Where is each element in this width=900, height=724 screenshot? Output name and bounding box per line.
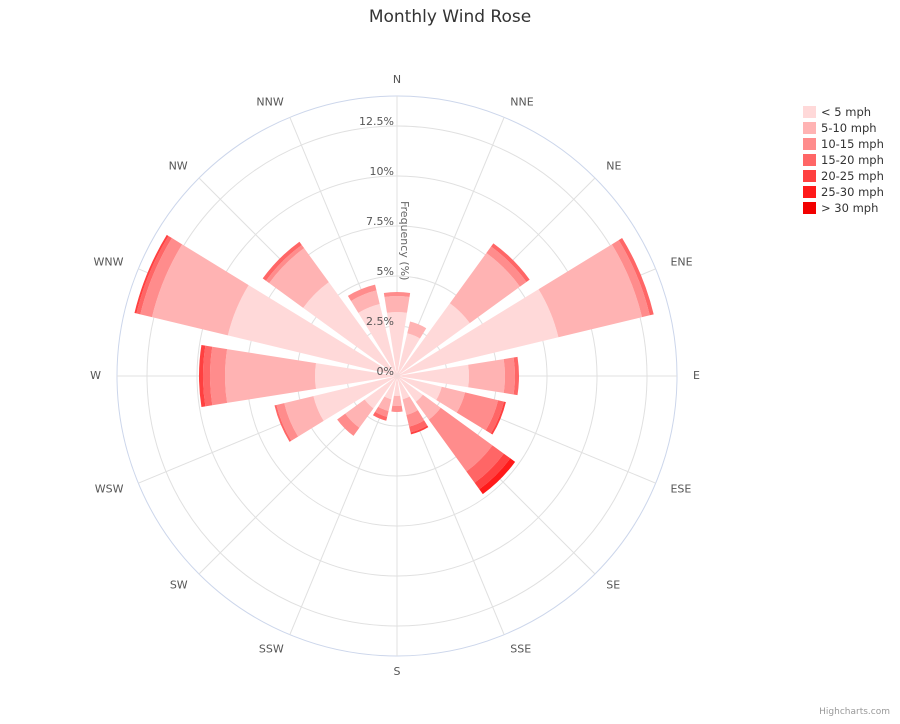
bars	[134, 235, 653, 494]
legend-label: 5-10 mph	[821, 121, 877, 135]
legend-swatch	[803, 186, 816, 198]
direction-label: N	[393, 73, 401, 86]
legend-swatch	[803, 122, 816, 134]
legend: < 5 mph 5-10 mph 10-15 mph 15-20 mph 20-25 m…	[803, 105, 884, 215]
legend-label: < 5 mph	[821, 105, 871, 119]
legend-label: 20-25 mph	[821, 169, 884, 183]
direction-label: E	[693, 369, 700, 382]
direction-label: SW	[170, 578, 188, 591]
bar-segment	[468, 359, 505, 393]
y-tick-label: 5%	[377, 265, 394, 278]
y-tick-label: 7.5%	[366, 215, 394, 228]
y-tick-label: 0%	[377, 365, 394, 378]
legend-label: 15-20 mph	[821, 153, 884, 167]
direction-label: SSW	[259, 642, 284, 655]
direction-label: NNW	[256, 96, 283, 109]
y-tick-label: 2.5%	[366, 315, 394, 328]
direction-label: WSW	[95, 482, 124, 495]
axis-title: Frequency (%)	[398, 201, 411, 280]
legend-label: 10-15 mph	[821, 137, 884, 151]
bar-segment	[384, 296, 409, 313]
legend-swatch	[803, 154, 816, 166]
direction-label: SSE	[510, 642, 531, 655]
legend-swatch	[803, 202, 816, 214]
legend-label: 25-30 mph	[821, 185, 884, 199]
legend-swatch	[803, 170, 816, 182]
direction-label: WNW	[94, 256, 124, 269]
y-tick-label: 12.5%	[359, 115, 394, 128]
y-tick-label: 10%	[370, 165, 394, 178]
bar-segment	[225, 349, 316, 403]
bar-segment	[391, 406, 402, 412]
bar-segment	[392, 396, 401, 406]
direction-label: SE	[606, 578, 620, 591]
legend-swatch	[803, 138, 816, 150]
bar-segment	[210, 347, 227, 406]
direction-label: ENE	[670, 256, 692, 269]
bar-segment	[504, 358, 515, 395]
direction-label: NW	[169, 160, 188, 173]
chart-title: Monthly Wind Rose	[369, 7, 531, 27]
direction-label: NNE	[510, 96, 533, 109]
direction-label: NE	[606, 160, 621, 173]
direction-label: S	[394, 665, 401, 678]
direction-label: ESE	[670, 482, 691, 495]
legend-swatch	[803, 106, 816, 118]
direction-label: W	[90, 369, 101, 382]
legend-label: > 30 mph	[821, 201, 878, 215]
credit: Highcharts.com	[819, 707, 890, 717]
